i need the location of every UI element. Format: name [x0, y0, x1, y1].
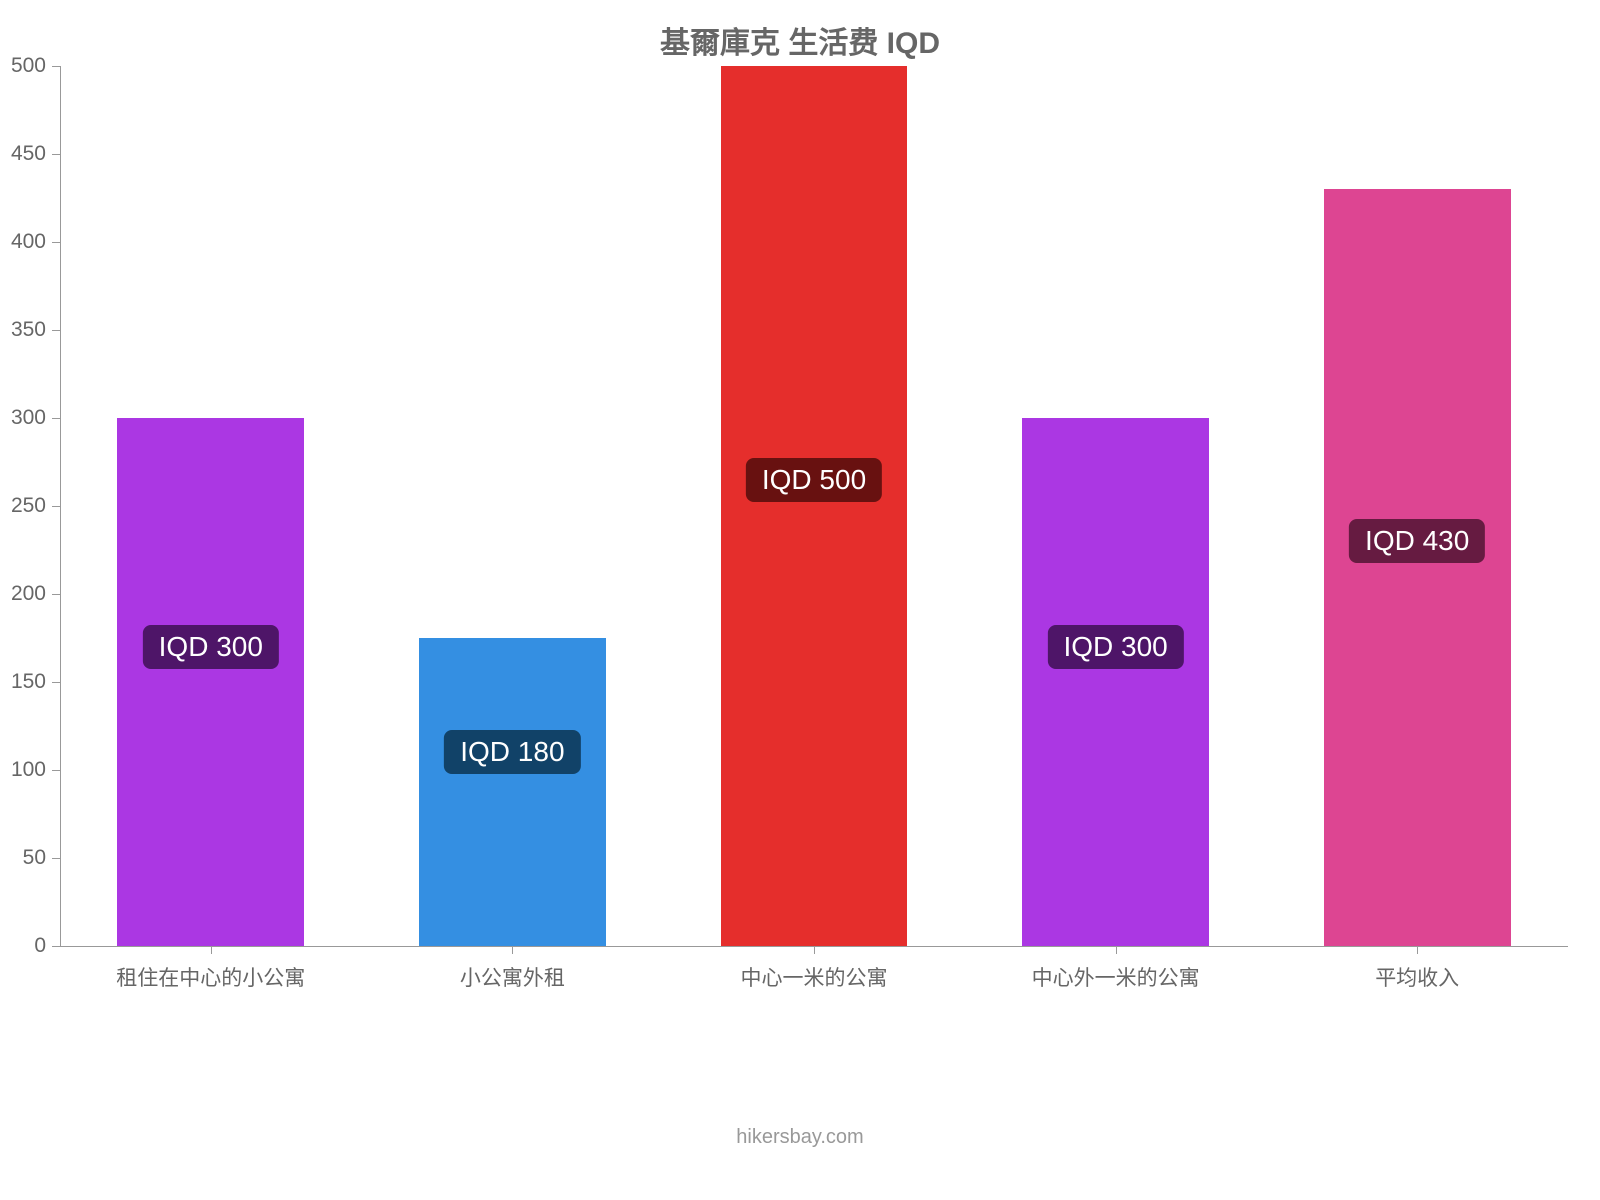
y-tick: [52, 506, 60, 507]
y-tick-label: 450: [0, 142, 46, 166]
y-tick-label: 350: [0, 318, 46, 342]
x-tick: [814, 946, 815, 954]
y-tick-label: 300: [0, 406, 46, 430]
y-tick: [52, 418, 60, 419]
value-badge: IQD 180: [444, 730, 580, 774]
chart-footer: hikersbay.com: [0, 1126, 1600, 1149]
bar: [721, 66, 908, 946]
value-badge: IQD 430: [1349, 519, 1485, 563]
y-tick-label: 200: [0, 582, 46, 606]
y-tick-label: 0: [0, 934, 46, 958]
x-tick-label: 中心外一米的公寓: [1032, 962, 1200, 992]
x-tick-label: 租住在中心的小公寓: [116, 962, 305, 992]
x-tick: [512, 946, 513, 954]
x-tick-label: 中心一米的公寓: [741, 962, 888, 992]
x-tick-label: 小公寓外租: [460, 962, 565, 992]
y-tick-label: 250: [0, 494, 46, 518]
y-tick: [52, 594, 60, 595]
y-tick-label: 400: [0, 230, 46, 254]
y-axis-line: [60, 66, 61, 946]
bar: [117, 418, 304, 946]
y-tick: [52, 154, 60, 155]
cost-of-living-chart: 基爾庫克 生活费 IQD 050100150200250300350400450…: [0, 0, 1600, 1200]
y-tick: [52, 946, 60, 947]
y-tick: [52, 242, 60, 243]
chart-title: 基爾庫克 生活费 IQD: [0, 18, 1600, 62]
bar: [1022, 418, 1209, 946]
value-badge: IQD 500: [746, 458, 882, 502]
value-badge: IQD 300: [1047, 625, 1183, 669]
y-tick-label: 50: [0, 846, 46, 870]
y-tick: [52, 330, 60, 331]
x-tick: [211, 946, 212, 954]
y-tick: [52, 858, 60, 859]
y-tick: [52, 682, 60, 683]
y-tick-label: 500: [0, 54, 46, 78]
value-badge: IQD 300: [143, 625, 279, 669]
x-tick: [1116, 946, 1117, 954]
plot-area: 050100150200250300350400450500IQD 300租住在…: [60, 66, 1568, 946]
bar: [419, 638, 606, 946]
y-tick-label: 150: [0, 670, 46, 694]
y-tick: [52, 66, 60, 67]
bar: [1324, 189, 1511, 946]
y-tick-label: 100: [0, 758, 46, 782]
x-tick-label: 平均收入: [1375, 962, 1459, 992]
y-tick: [52, 770, 60, 771]
x-tick: [1417, 946, 1418, 954]
